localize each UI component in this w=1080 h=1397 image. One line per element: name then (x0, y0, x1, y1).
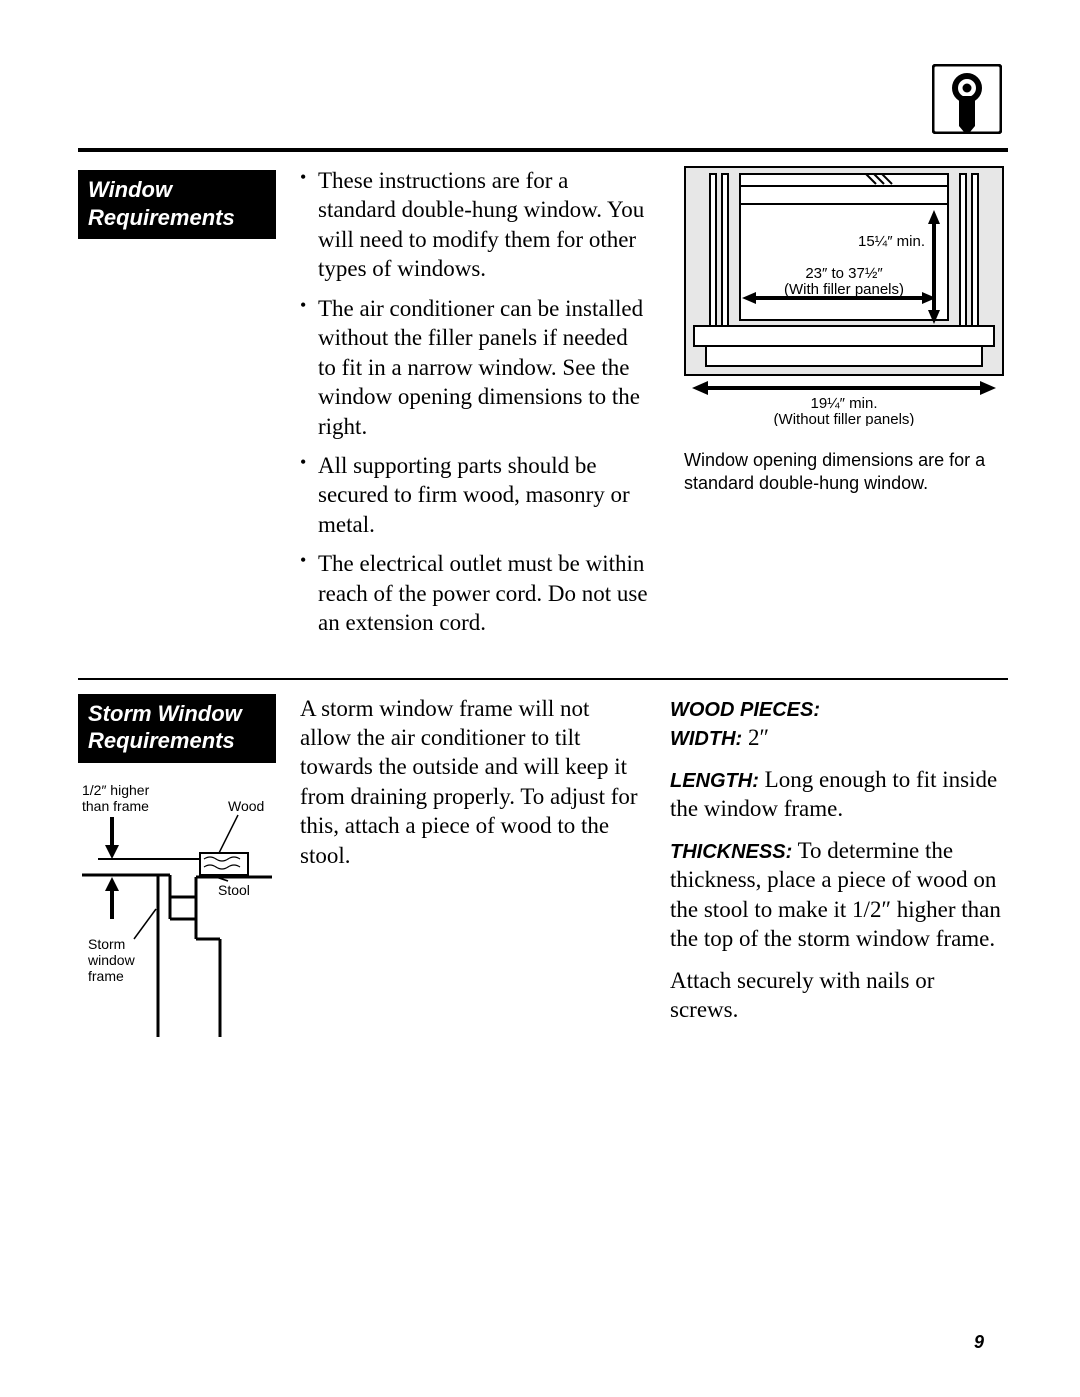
bullet-text: The electrical outlet must be within rea… (318, 551, 648, 635)
wood-pieces-heading: WOOD PIECES: (670, 699, 820, 721)
width-label-l2: (With filler panels) (784, 281, 904, 298)
figure-caption: Window opening dimensions are for a stan… (684, 449, 1008, 494)
page-number: 9 (974, 1332, 984, 1353)
width-label: WIDTH: (670, 728, 742, 750)
label-top-l1: 1/2″ higher (82, 782, 150, 798)
outer-label-l1: 19¼″ min. (810, 395, 877, 412)
label-storm-l1: Storm (88, 936, 125, 952)
section1-bullets: These instructions are for a standard do… (300, 166, 648, 638)
section2-left-col: Storm Window Requirements 1/2″ higher th… (78, 694, 278, 1044)
bullet-text: All supporting parts should be secured t… (318, 453, 630, 537)
bullet-item: All supporting parts should be secured t… (300, 451, 648, 539)
section1-body: These instructions are for a standard do… (278, 166, 658, 648)
width-value: 2″ (748, 725, 769, 750)
heading-line2: Requirements (88, 728, 235, 753)
wrench-icon (932, 64, 1002, 134)
window-requirements-heading: Window Requirements (78, 170, 276, 239)
window-diagram: 15¼″ min. 23″ to 37½″ (With filler panel… (684, 166, 1004, 426)
label-wood: Wood (228, 798, 264, 814)
label-storm-l3: frame (88, 968, 124, 984)
bullet-item: The electrical outlet must be within rea… (300, 549, 648, 637)
section1-figure-col: 15¼″ min. 23″ to 37½″ (With filler panel… (658, 166, 1008, 648)
storm-window-paragraph: A storm window frame will not allow the … (300, 694, 640, 871)
heading-line2: Requirements (88, 205, 235, 230)
attach-text: Attach securely with nails or screws. (670, 966, 1008, 1025)
label-storm-l2: window (87, 952, 136, 968)
page-root: Window Requirements These instructions a… (0, 0, 1080, 1397)
storm-window-diagram: 1/2″ higher than frame Wood (78, 779, 278, 1039)
bullet-text: The air conditioner can be installed wit… (318, 296, 643, 439)
section2-right-col: WOOD PIECES: WIDTH: 2″ LENGTH: Long enou… (648, 694, 1008, 1044)
height-label: 15¼″ min. (858, 233, 925, 250)
outer-label-l2: (Without filler panels) (774, 411, 915, 426)
bullet-item: These instructions are for a standard do… (300, 166, 648, 284)
length-label: LENGTH: (670, 770, 759, 792)
section-storm-window: Storm Window Requirements 1/2″ higher th… (78, 680, 1008, 1044)
bullet-item: The air conditioner can be installed wit… (300, 294, 648, 441)
length-block: LENGTH: Long enough to fit inside the wi… (670, 765, 1008, 824)
section2-mid-col: A storm window frame will not allow the … (278, 694, 648, 1044)
heading-line1: Window (88, 177, 172, 202)
section1-label-col: Window Requirements (78, 166, 278, 648)
width-label-l1: 23″ to 37½″ (805, 265, 883, 282)
heading-line1: Storm Window (88, 701, 242, 726)
thickness-label: THICKNESS: (670, 841, 792, 863)
header-row (78, 58, 1008, 148)
thickness-block: THICKNESS: To determine the thickness, p… (670, 836, 1008, 954)
label-stool: Stool (218, 882, 250, 898)
label-top-l2: than frame (82, 798, 149, 814)
section-window-requirements: Window Requirements These instructions a… (78, 152, 1008, 678)
bullet-text: These instructions are for a standard do… (318, 168, 644, 281)
storm-window-heading: Storm Window Requirements (78, 694, 276, 763)
wood-pieces-block: WOOD PIECES: WIDTH: 2″ (670, 694, 1008, 753)
